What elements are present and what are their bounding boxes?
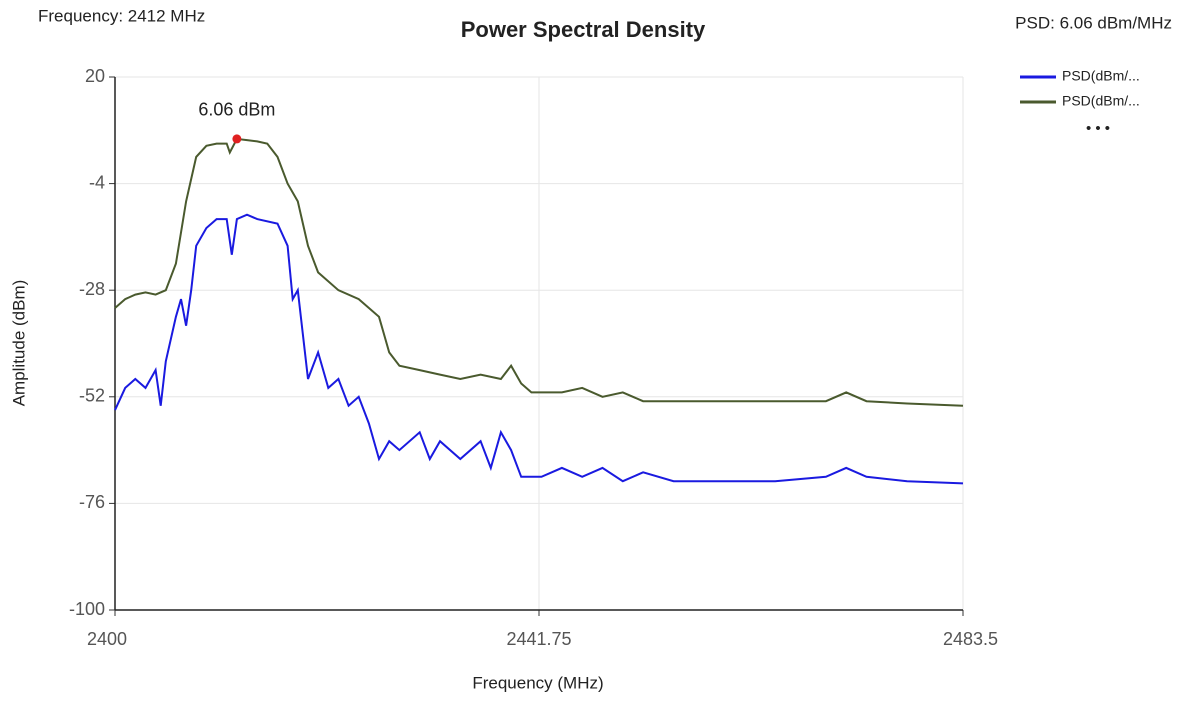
psd-line xyxy=(114,137,964,407)
y-tick-label: -28 xyxy=(79,279,105,299)
y-tick-label: -52 xyxy=(79,386,105,406)
peak-marker xyxy=(232,134,242,144)
x-tick-label: 2441.75 xyxy=(506,629,571,649)
legend-label: PSD(dBm/... xyxy=(1062,93,1140,109)
chart-title: Power Spectral Density xyxy=(461,17,706,42)
peak-annotation: 6.06 dBm xyxy=(198,100,275,120)
legend-label: PSD(dBm/... xyxy=(1062,68,1140,84)
x-tick-label: 2400 xyxy=(87,629,127,649)
y-axis-label: Amplitude (dBm) xyxy=(9,280,28,407)
y-tick-label: -76 xyxy=(79,492,105,512)
header-psd: PSD: 6.06 dBm/MHz xyxy=(1015,13,1172,32)
header-frequency: Frequency: 2412 MHz xyxy=(38,6,205,25)
y-tick-label: 20 xyxy=(85,66,105,86)
legend-more[interactable]: • • • xyxy=(1086,120,1110,137)
y-tick-label: -100 xyxy=(69,599,105,619)
psd-line xyxy=(114,213,964,485)
y-tick-label: -4 xyxy=(89,172,105,192)
x-axis-label: Frequency (MHz) xyxy=(472,673,603,692)
x-tick-label: 2483.5 xyxy=(943,629,998,649)
